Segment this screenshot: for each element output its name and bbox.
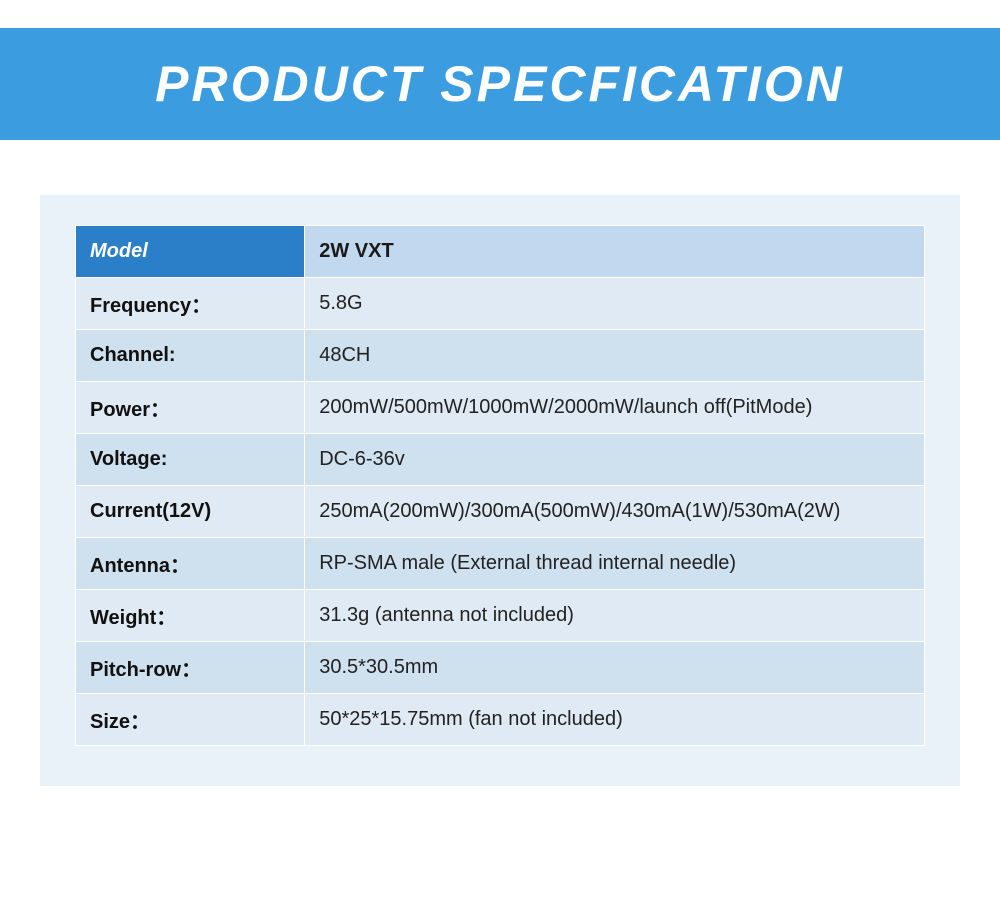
header-label: Model xyxy=(76,226,305,278)
row-label: Weight： xyxy=(76,590,305,642)
table-row: Voltage:DC-6-36v xyxy=(76,434,925,486)
header-value: 2W VXT xyxy=(305,226,925,278)
row-value: 250mA(200mW)/300mA(500mW)/430mA(1W)/530m… xyxy=(305,486,925,538)
table-row: Power：200mW/500mW/1000mW/2000mW/launch o… xyxy=(76,382,925,434)
row-label: Antenna： xyxy=(76,538,305,590)
row-label: Size： xyxy=(76,694,305,746)
spec-table-container: Model 2W VXT Frequency：5.8GChannel:48CHP… xyxy=(40,195,960,786)
row-value: 5.8G xyxy=(305,278,925,330)
row-value: 48CH xyxy=(305,330,925,382)
table-row: Current(12V)250mA(200mW)/300mA(500mW)/43… xyxy=(76,486,925,538)
table-row: Size：50*25*15.75mm (fan not included) xyxy=(76,694,925,746)
row-value: 50*25*15.75mm (fan not included) xyxy=(305,694,925,746)
row-value: 31.3g (antenna not included) xyxy=(305,590,925,642)
row-value: 200mW/500mW/1000mW/2000mW/launch off(Pit… xyxy=(305,382,925,434)
row-value: 30.5*30.5mm xyxy=(305,642,925,694)
title-banner: PRODUCT SPECFICATION xyxy=(0,28,1000,140)
table-row: Weight：31.3g (antenna not included) xyxy=(76,590,925,642)
row-label: Power： xyxy=(76,382,305,434)
spec-table-body: Model 2W VXT Frequency：5.8GChannel:48CHP… xyxy=(76,226,925,746)
row-label: Channel: xyxy=(76,330,305,382)
row-label: Current(12V) xyxy=(76,486,305,538)
row-value: RP-SMA male (External thread internal ne… xyxy=(305,538,925,590)
table-row: Frequency：5.8G xyxy=(76,278,925,330)
spec-table: Model 2W VXT Frequency：5.8GChannel:48CHP… xyxy=(75,225,925,746)
row-label: Voltage: xyxy=(76,434,305,486)
row-value: DC-6-36v xyxy=(305,434,925,486)
table-header-row: Model 2W VXT xyxy=(76,226,925,278)
title-text: PRODUCT SPECFICATION xyxy=(155,55,845,113)
table-row: Pitch-row：30.5*30.5mm xyxy=(76,642,925,694)
table-row: Antenna：RP-SMA male (External thread int… xyxy=(76,538,925,590)
row-label: Frequency： xyxy=(76,278,305,330)
table-row: Channel:48CH xyxy=(76,330,925,382)
row-label: Pitch-row： xyxy=(76,642,305,694)
